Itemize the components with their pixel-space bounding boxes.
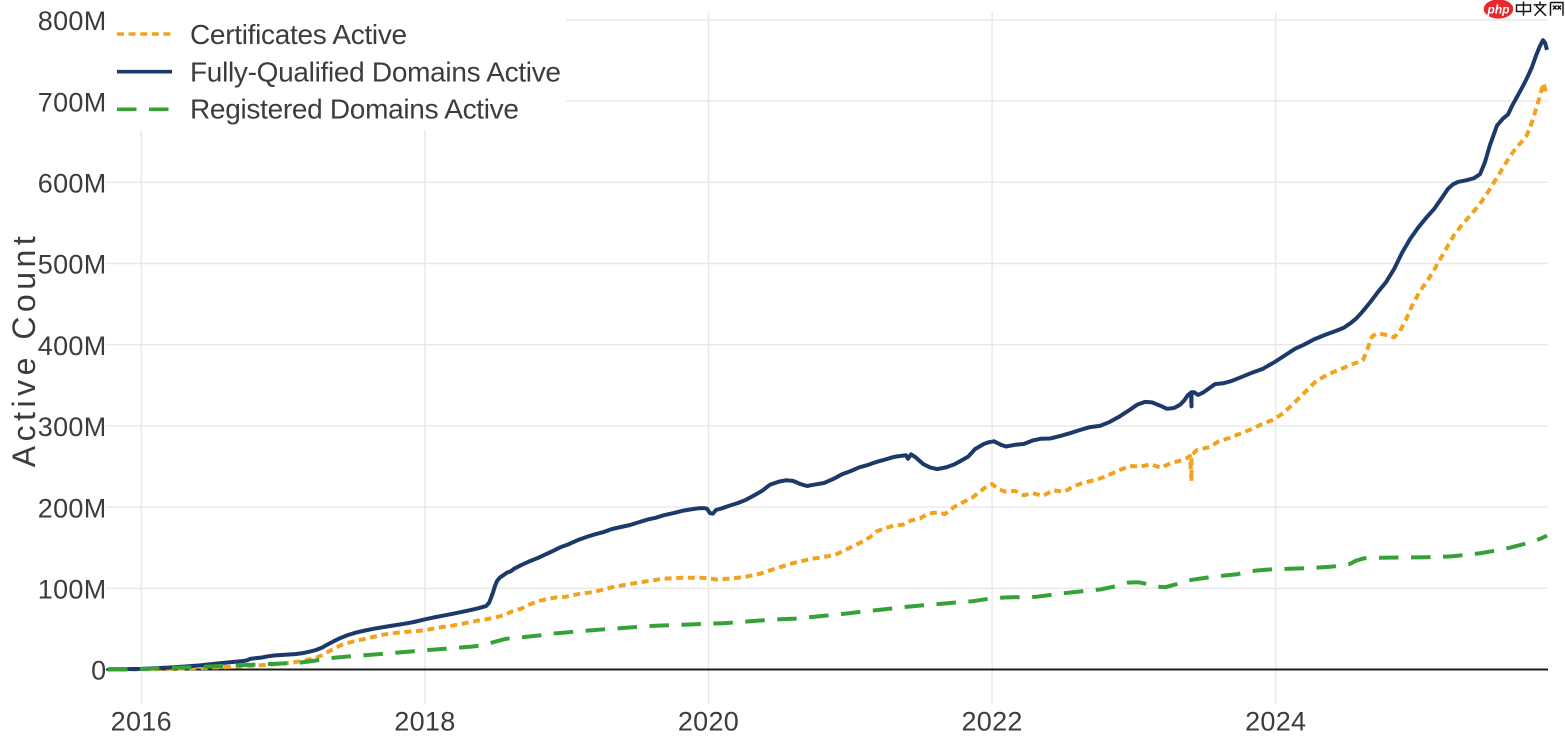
svg-text:200M: 200M — [38, 493, 107, 523]
svg-text:2018: 2018 — [394, 707, 455, 737]
svg-text:2016: 2016 — [111, 707, 172, 737]
svg-text:500M: 500M — [38, 250, 107, 280]
svg-text:Certificates Active: Certificates Active — [190, 19, 407, 50]
svg-text:Registered Domains Active: Registered Domains Active — [190, 94, 519, 125]
svg-text:100M: 100M — [38, 575, 107, 605]
svg-text:Fully-Qualified Domains Active: Fully-Qualified Domains Active — [190, 57, 561, 88]
svg-text:300M: 300M — [38, 412, 107, 442]
svg-text:800M: 800M — [38, 6, 107, 36]
svg-text:2020: 2020 — [678, 707, 739, 737]
svg-text:2024: 2024 — [1245, 707, 1306, 737]
svg-text:600M: 600M — [38, 169, 107, 199]
svg-text:2022: 2022 — [961, 707, 1022, 737]
svg-text:php: php — [1487, 3, 1510, 17]
svg-text:400M: 400M — [38, 331, 107, 361]
svg-text:0: 0 — [91, 656, 106, 686]
svg-text:700M: 700M — [38, 87, 107, 117]
svg-text:Active Count: Active Count — [6, 232, 42, 467]
